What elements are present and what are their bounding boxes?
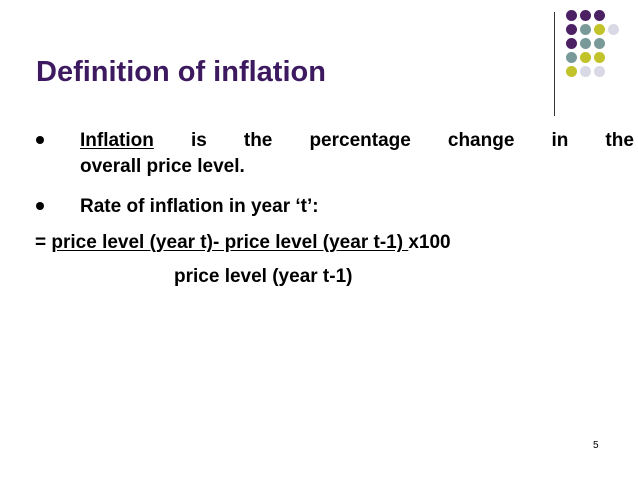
bullet-line-1: Inflation is the percentage change in th… — [80, 128, 634, 154]
word: in — [551, 130, 569, 151]
word: change — [447, 130, 515, 151]
decorative-dot — [594, 10, 605, 21]
decorative-dot — [580, 52, 591, 63]
word: is — [190, 130, 207, 151]
slide-title: Definition of inflation — [36, 56, 326, 88]
decorative-dot — [566, 38, 577, 49]
decorative-dot — [580, 24, 591, 35]
bullet-text: Rate of inflation in year ‘t’: — [80, 196, 319, 217]
decorative-dot — [566, 10, 577, 21]
formula-denominator: price level (year t-1) — [174, 266, 353, 287]
decorative-dot — [594, 66, 605, 77]
bullet-icon — [36, 136, 44, 144]
formula-prefix: = — [35, 232, 52, 253]
word: percentage — [309, 130, 411, 151]
decorative-dot — [608, 24, 619, 35]
decorative-dot-grid — [566, 10, 638, 96]
decorative-dot — [580, 38, 591, 49]
page-number: 5 — [593, 440, 599, 451]
word: the — [605, 130, 634, 151]
word: the — [243, 130, 273, 151]
decorative-dot — [566, 24, 577, 35]
decorative-dot — [566, 52, 577, 63]
bullet-icon — [36, 202, 44, 210]
bullet-line-2: overall price level. — [80, 156, 245, 177]
bullet-text: Inflation is the percentage change in th… — [80, 128, 634, 180]
decorative-dot — [594, 24, 605, 35]
formula-suffix: x100 — [408, 232, 451, 253]
term-inflation: Inflation — [80, 130, 154, 151]
divider-line — [554, 12, 555, 116]
decorative-dot — [580, 66, 591, 77]
decorative-dot — [594, 38, 605, 49]
formula-line: = price level (year t)- price level (yea… — [35, 230, 451, 256]
decorative-dot — [580, 10, 591, 21]
decorative-dot — [594, 52, 605, 63]
decorative-dot — [566, 66, 577, 77]
formula-numerator: price level (year t)- price level (year … — [51, 232, 409, 253]
